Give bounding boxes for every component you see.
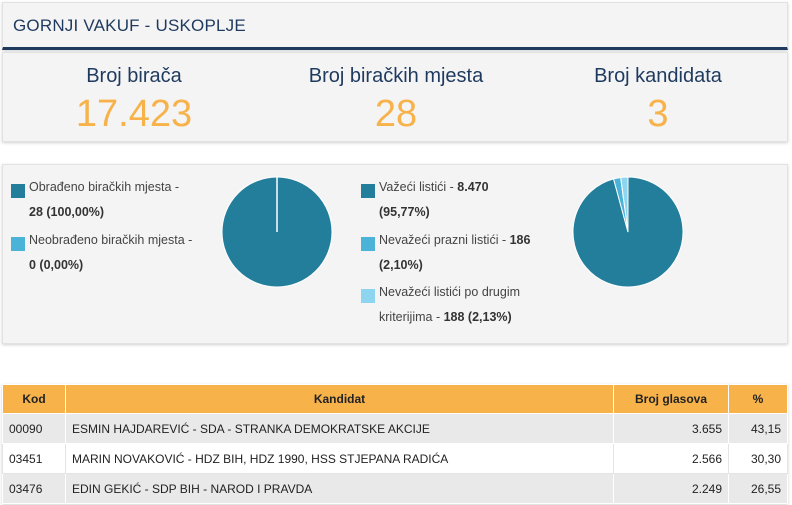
legend-processed-label: Obrađeno biračkih mjesta - xyxy=(29,180,180,194)
legend-processed-stations: Obrađeno biračkih mjesta - 28 (100,00%) xyxy=(11,175,211,225)
legend-valid-ballots: Važeći listići - 8.470 (95,77%) xyxy=(361,175,561,225)
legend-other-label-2: kriterijima - xyxy=(379,310,444,324)
cell-kod: 03451 xyxy=(2,443,66,474)
legend-other-value: 188 (2,13%) xyxy=(443,310,512,324)
cell-votes: 3.655 xyxy=(613,413,729,444)
stat-voters-label: Broj birača xyxy=(86,65,182,87)
legend-valid-count: 8.470 xyxy=(457,180,489,194)
cell-votes: 2.249 xyxy=(613,473,729,504)
legend-processed-value: 28 (100,00%) xyxy=(29,205,105,219)
table-header-row: Kod Kandidat Broj glasova % xyxy=(2,384,788,414)
stat-polling-stations-value: 28 xyxy=(374,93,418,135)
table-row: 00090 ESMIN HAJDAREVIĆ - SDA - STRANKA D… xyxy=(2,413,788,444)
results-table: Kod Kandidat Broj glasova % 00090 ESMIN … xyxy=(2,384,788,504)
table-row: 03476 EDIN GEKIĆ - SDP BIH - NAROD I PRA… xyxy=(2,473,788,504)
ballots-pie-slice-2[interactable] xyxy=(620,176,629,233)
cell-kandidat: ESMIN HAJDAREVIĆ - SDA - STRANKA DEMOKRA… xyxy=(65,413,614,444)
table-row: 03451 MARIN NOVAKOVIĆ - HDZ BIH, HDZ 199… xyxy=(2,443,788,474)
charts-panel: Obrađeno biračkih mjesta - 28 (100,00%) … xyxy=(2,164,788,344)
cell-votes: 2.566 xyxy=(613,443,729,474)
legend-swatch xyxy=(361,289,375,303)
legend-blank-count: 186 xyxy=(509,233,531,247)
legend-swatch xyxy=(361,184,375,198)
stat-voters-value: 17.423 xyxy=(75,93,193,135)
stat-polling-stations: Broj biračkih mjesta 28 xyxy=(265,53,527,134)
legend-blank-ballots: Nevažeći prazni listići - 186 (2,10%) xyxy=(361,228,561,278)
legend-unprocessed-value: 0 (0,00%) xyxy=(29,258,84,272)
stats-panel: Broj birača 17.423 Broj biračkih mjesta … xyxy=(2,52,788,142)
polling-stations-pie-chart xyxy=(221,176,333,288)
legend-swatch xyxy=(361,237,375,251)
cell-pct: 43,15 xyxy=(728,413,788,444)
page-title: GORNJI VAKUF - USKOPLJE xyxy=(13,16,246,35)
legend-swatch xyxy=(11,237,25,251)
header-panel: GORNJI VAKUF - USKOPLJE xyxy=(2,2,788,50)
legend-blank-label: Nevažeći prazni listići - xyxy=(379,233,510,247)
legend-other-invalid-ballots: Nevažeći listići po drugim kriterijima -… xyxy=(361,280,561,330)
legend-valid-pct: (95,77%) xyxy=(379,205,430,219)
cell-pct: 26,55 xyxy=(728,473,788,504)
stat-voters: Broj birača 17.423 xyxy=(3,53,265,134)
cell-kandidat: MARIN NOVAKOVIĆ - HDZ BIH, HDZ 1990, HSS… xyxy=(65,443,614,474)
stat-candidates: Broj kandidata 3 xyxy=(527,53,789,134)
legend-unprocessed-stations: Neobrađeno biračkih mjesta - 0 (0,00%) xyxy=(11,228,211,278)
header-votes[interactable]: Broj glasova xyxy=(613,384,729,414)
header-kod[interactable]: Kod xyxy=(2,384,66,414)
ballots-pie-chart xyxy=(572,176,684,288)
legend-valid-label: Važeći listići - xyxy=(379,180,458,194)
header-pct[interactable]: % xyxy=(728,384,788,414)
stat-polling-stations-label: Broj biračkih mjesta xyxy=(308,65,484,87)
stat-candidates-label: Broj kandidata xyxy=(594,65,722,87)
cell-kod: 00090 xyxy=(2,413,66,444)
legend-other-label: Nevažeći listići po drugim xyxy=(379,285,521,299)
cell-pct: 30,30 xyxy=(728,443,788,474)
legend-unprocessed-label: Neobrađeno biračkih mjesta - xyxy=(29,233,193,247)
legend-swatch xyxy=(11,184,25,198)
stat-candidates-value: 3 xyxy=(647,93,669,135)
cell-kod: 03476 xyxy=(2,473,66,504)
header-kandidat[interactable]: Kandidat xyxy=(65,384,614,414)
cell-kandidat: EDIN GEKIĆ - SDP BIH - NAROD I PRAVDA xyxy=(65,473,614,504)
legend-blank-pct: (2,10%) xyxy=(379,258,423,272)
